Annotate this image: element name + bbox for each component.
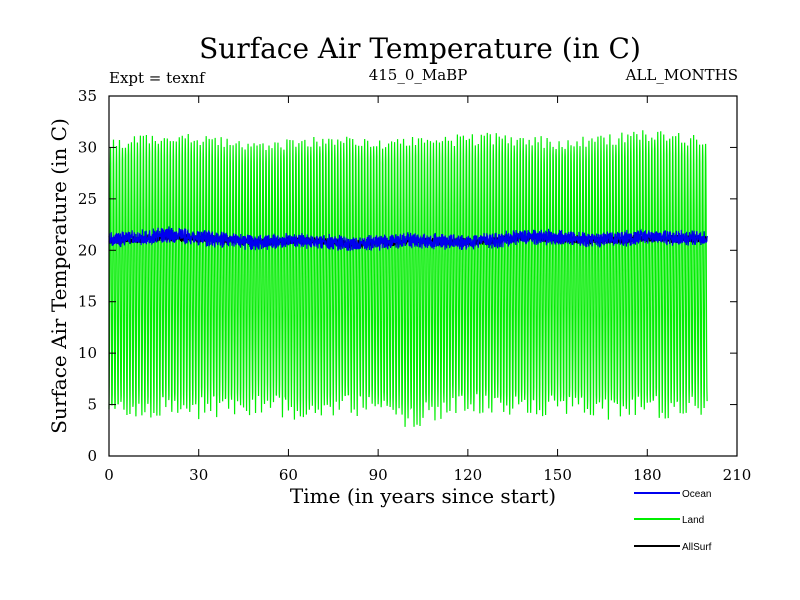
legend: Ocean Land AllSurf [634, 489, 712, 553]
plot-frame [108, 95, 738, 457]
y-tick-label: 0 [87, 447, 97, 465]
x-tick-label: 0 [104, 466, 114, 484]
y-tick-label: 25 [78, 190, 97, 208]
x-tick-label: 120 [454, 466, 483, 484]
series-ocean-line [108, 226, 708, 251]
y-tick-label: 5 [87, 396, 97, 414]
chart-title: Surface Air Temperature (in C) [199, 32, 641, 65]
series-land-line [108, 130, 708, 427]
x-tick-label: 30 [189, 466, 208, 484]
y-axis-label: Surface Air Temperature (in C) [47, 118, 71, 434]
x-axis-label: Time (in years since start) [290, 484, 556, 508]
x-axis: 0 30 60 90 120 150 180 210 [104, 96, 751, 484]
x-tick-label: 180 [633, 466, 662, 484]
y-axis: 0 5 10 15 20 25 30 35 [78, 87, 737, 465]
y-tick-label: 35 [78, 87, 97, 105]
series-layer [108, 130, 708, 427]
y-tick-label: 15 [78, 293, 97, 311]
y-tick-label: 10 [78, 344, 97, 362]
subtitle-expt: Expt = texnf [109, 69, 206, 87]
legend-label-land: Land [682, 515, 704, 526]
x-tick-label: 90 [369, 466, 388, 484]
legend-label-allsurf: AllSurf [682, 542, 712, 553]
subtitle-months: ALL_MONTHS [625, 66, 738, 84]
legend-label-ocean: Ocean [682, 489, 711, 500]
y-tick-label: 20 [78, 241, 97, 259]
x-tick-label: 150 [543, 466, 572, 484]
subtitle-age: 415_0_MaBP [369, 66, 468, 84]
x-tick-label: 210 [723, 466, 752, 484]
y-tick-label: 30 [78, 138, 97, 156]
x-tick-label: 60 [279, 466, 298, 484]
